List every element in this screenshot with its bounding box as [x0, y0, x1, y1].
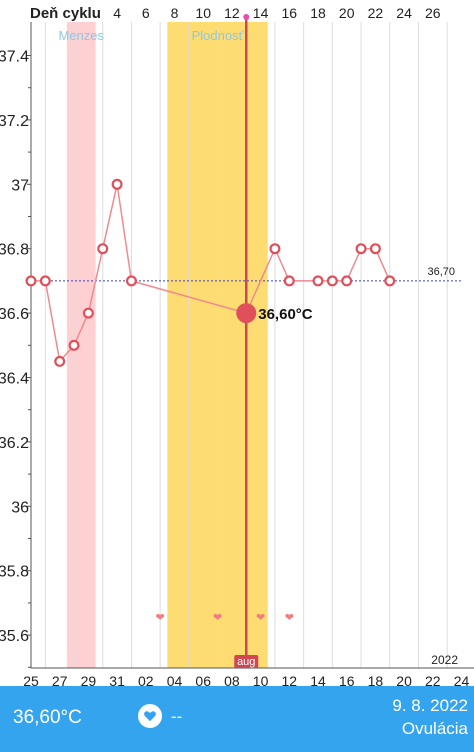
selected-date: 9. 8. 2022 — [392, 696, 468, 715]
cycle-temperature-chart[interactable]: 37.4 37.2 37 36.8 36.6 36.4 36.2 36 35.8 35.6 Deň … — [0, 0, 474, 686]
cycle-day-label: 18 — [310, 5, 326, 21]
date-label: 10 — [253, 673, 269, 686]
cycle-day-label: 8 — [171, 5, 179, 21]
intercourse-heart-icon: ❤ — [156, 612, 165, 624]
temperature-point[interactable] — [355, 243, 367, 255]
month-marker — [234, 655, 259, 668]
band-label: Plodnosť — [192, 28, 244, 43]
temperature-point[interactable] — [283, 275, 295, 287]
intercourse-heart-icon: ❤ — [285, 612, 294, 624]
date-label: 25 — [23, 673, 39, 686]
temperature-point[interactable] — [369, 243, 381, 255]
temperature-point[interactable] — [326, 275, 338, 287]
temperature-point[interactable] — [269, 243, 281, 255]
y-tick-label: 36.8 — [0, 242, 29, 259]
cycle-day-label: 22 — [368, 5, 384, 21]
selected-day-dot — [243, 14, 250, 20]
date-label: 29 — [81, 673, 97, 686]
date-label: 12 — [282, 673, 298, 686]
temperature-point[interactable] — [25, 275, 37, 287]
cycle-day-label: 10 — [195, 5, 211, 21]
cycle-day-label: 12 — [224, 5, 240, 21]
temperature-point[interactable] — [82, 307, 94, 319]
cycle-day-label: 20 — [339, 5, 355, 21]
cycle-day-label: 6 — [142, 5, 150, 21]
selected-temperature-label: 36,60°C — [258, 306, 313, 323]
temperature-point[interactable] — [68, 339, 80, 351]
date-label: 20 — [396, 673, 412, 686]
intercourse-heart-icon: ❤ — [213, 612, 222, 624]
cycle-day-label: 4 — [113, 5, 121, 21]
temperature-point[interactable] — [39, 275, 51, 287]
cycle-phase: Ovulácia — [401, 719, 468, 738]
selected-day-bar[interactable]: 36,60°C -- 9. 8. 2022 Ovulácia — [0, 686, 474, 752]
temperature-point[interactable] — [54, 355, 66, 367]
date-label: 16 — [339, 673, 355, 686]
cycle-day-label: 16 — [282, 5, 298, 21]
y-tick-label: 35.8 — [0, 564, 29, 581]
cycle-day-label: 26 — [425, 5, 441, 21]
date-label: 18 — [368, 673, 384, 686]
date-label: 22 — [425, 673, 441, 686]
date-label: 06 — [195, 673, 211, 686]
coverline-label: 36,70 — [427, 266, 455, 278]
date-label: 31 — [109, 673, 125, 686]
heart-icon — [144, 711, 156, 722]
cycle-day-label: 14 — [253, 5, 269, 21]
y-tick-label: 36.2 — [0, 435, 29, 452]
selected-temperature-point[interactable] — [236, 303, 257, 324]
date-label: 24 — [454, 673, 470, 686]
date-label: 27 — [52, 673, 68, 686]
band-label: Menzes — [58, 28, 104, 43]
cycle-day-label: 24 — [396, 5, 412, 21]
temperature-point[interactable] — [97, 243, 109, 255]
y-tick-label: 37 — [11, 177, 29, 194]
temperature-point[interactable] — [312, 275, 324, 287]
y-tick-label: 35.6 — [0, 628, 29, 645]
date-label: 04 — [167, 673, 183, 686]
temperature-point[interactable] — [341, 275, 353, 287]
y-tick-label: 36.4 — [0, 371, 29, 388]
y-tick-label: 37.2 — [0, 113, 29, 130]
y-tick-label: 37.4 — [0, 49, 29, 66]
year-label: 2022 — [431, 653, 458, 667]
temperature-point[interactable] — [111, 178, 123, 190]
date-label: 14 — [310, 673, 326, 686]
date-label: 02 — [138, 673, 154, 686]
intercourse-heart-icon: ❤ — [256, 612, 265, 624]
cycle-day-header: Deň cyklu — [30, 5, 101, 22]
y-tick-label: 36.6 — [0, 306, 29, 323]
temperature-point[interactable] — [384, 275, 396, 287]
intercourse-value: -- — [171, 707, 183, 726]
y-tick-label: 36 — [11, 499, 29, 516]
temperature-readout: 36,60°C — [13, 707, 82, 728]
month-marker-label: aug — [237, 656, 255, 668]
temperature-point[interactable] — [125, 275, 137, 287]
intercourse-button[interactable] — [138, 704, 162, 728]
date-label: 08 — [224, 673, 240, 686]
